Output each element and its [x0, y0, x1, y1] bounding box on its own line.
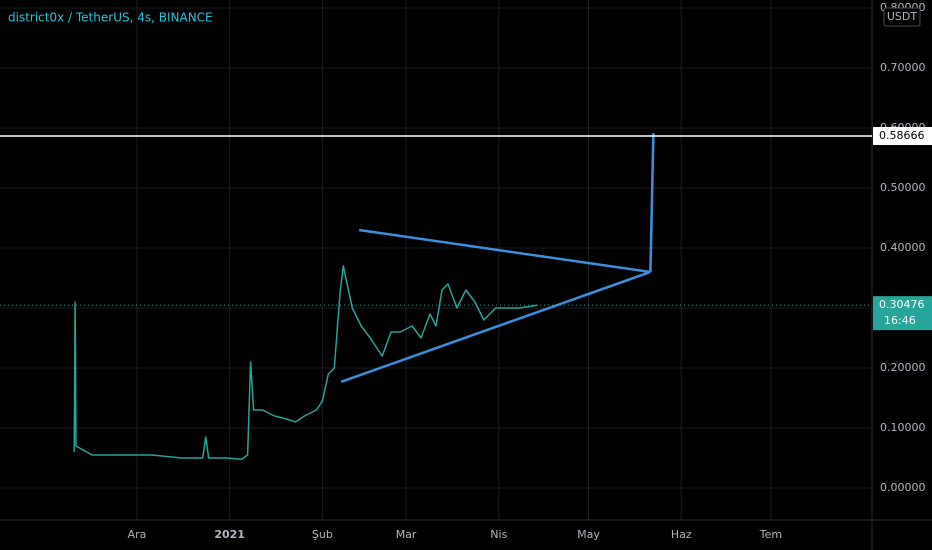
last-price-label: 0.30476: [879, 298, 925, 311]
x-tick-label: Tem: [759, 528, 782, 541]
x-tick-label: May: [577, 528, 600, 541]
x-tick-label: 2021: [214, 528, 245, 541]
axes: 0.000000.100000.200000.300000.400000.500…: [128, 1, 932, 541]
grid: [0, 0, 872, 520]
chart-title: district0x / TetherUS, 4s, BINANCE: [8, 11, 213, 25]
trendline: [358, 228, 651, 274]
countdown: 16:46: [884, 314, 916, 327]
price-label-box: [873, 126, 932, 145]
last-price-box: [873, 296, 932, 331]
currency-box[interactable]: [883, 7, 921, 27]
currency[interactable]: USDT: [887, 10, 918, 23]
y-tick-label: 0.10000: [880, 421, 926, 434]
x-tick-label: Nis: [490, 528, 507, 541]
y-tick-label: 0.20000: [880, 361, 926, 374]
price-line: [73, 265, 538, 460]
y-tick-label: 0.00000: [880, 481, 926, 494]
price-label: 0.58666: [879, 129, 925, 142]
x-tick-label: Ara: [128, 528, 147, 541]
trendline: [340, 270, 651, 383]
trendline: [649, 132, 655, 273]
plot: [0, 132, 872, 460]
x-tick-label: Mar: [396, 528, 417, 541]
y-tick-label: 0.70000: [880, 61, 926, 74]
y-tick-label: 0.40000: [880, 241, 926, 254]
x-tick-label: Haz: [671, 528, 692, 541]
y-tick-label: 0.50000: [880, 181, 926, 194]
x-tick-label: Şub: [312, 528, 333, 541]
